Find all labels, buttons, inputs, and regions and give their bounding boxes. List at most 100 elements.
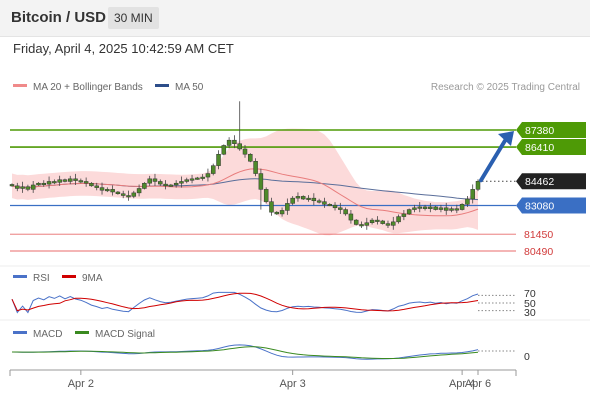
candle-body	[353, 219, 359, 225]
candle-body	[327, 204, 332, 207]
candle-body	[290, 197, 295, 204]
candle-body	[253, 161, 258, 174]
candle-body	[78, 180, 84, 183]
macd-signal-legend-label: MACD Signal	[95, 329, 155, 340]
pivot-tag-83080: 83080	[516, 197, 586, 214]
candle-body	[343, 209, 348, 215]
candle-body	[391, 221, 396, 226]
macd-legend-swatch	[13, 331, 27, 334]
x-tick-label-2: Apr 4	[449, 378, 475, 390]
research-credit: Research © 2025 Trading Central	[431, 82, 580, 93]
candle-body	[152, 178, 158, 182]
x-tick-label-3: Apr 6	[465, 378, 491, 390]
candle-body	[332, 204, 338, 209]
candles	[9, 101, 481, 230]
rsi-legend-label: RSI	[33, 273, 50, 284]
candle-body	[301, 196, 306, 200]
candle-body	[364, 222, 370, 226]
candle-body	[200, 176, 205, 179]
candle-body	[184, 179, 189, 182]
candle-body	[9, 184, 15, 187]
candle-body	[126, 195, 131, 198]
candle-body	[237, 143, 242, 150]
candle-body	[401, 213, 407, 217]
candle-body	[322, 201, 327, 205]
candle-body	[221, 145, 227, 155]
candle-body	[68, 178, 73, 182]
candle-body	[443, 207, 449, 211]
candle-body	[279, 210, 285, 215]
candle-body	[338, 207, 343, 210]
candle-body	[306, 197, 311, 200]
rsi-tick-50: 50	[524, 298, 536, 310]
x-tick-label-1: Apr 3	[280, 378, 306, 390]
rsi-line	[11, 291, 479, 314]
rsi-tick-30: 30	[524, 307, 536, 319]
ma50-legend-label: MA 50	[175, 82, 204, 93]
candle-body	[369, 219, 375, 223]
candle-body	[311, 197, 317, 202]
candle-body	[131, 192, 137, 197]
candle-body	[380, 220, 385, 224]
candle-body	[189, 178, 195, 181]
candle-body	[216, 153, 221, 166]
candle-body	[316, 200, 322, 203]
candle-body	[433, 206, 438, 210]
resistance-tag-shape	[516, 122, 586, 138]
bollinger-band-fill	[12, 128, 478, 236]
rsi-ma-line	[11, 292, 479, 312]
candle-body	[295, 196, 301, 199]
candle-body	[285, 203, 290, 211]
candle-body	[385, 223, 391, 226]
candle-body	[375, 219, 380, 222]
rsi-tick-70: 70	[524, 288, 536, 300]
candle-body	[348, 213, 354, 221]
candle-body	[459, 204, 465, 210]
candle-body	[263, 189, 269, 202]
candle-body	[274, 211, 280, 215]
pivot-tag-shape	[516, 197, 586, 214]
candle-body	[120, 193, 126, 196]
resistance-label-87380: 87380	[525, 125, 554, 137]
candle-body	[470, 189, 475, 200]
x-tick-label-0: Apr 2	[68, 378, 94, 390]
macd-signal-legend-swatch	[75, 331, 89, 334]
candle-body	[359, 224, 364, 227]
candle-body	[406, 209, 412, 215]
ma20-legend-label: MA 20 + Bollinger Bands	[33, 82, 143, 93]
timeframe-badge[interactable]: 30 MIN	[108, 7, 159, 29]
candle-body	[417, 206, 422, 209]
candle-body	[163, 183, 168, 187]
candle-body	[57, 179, 62, 183]
candle-body	[179, 181, 184, 184]
candle-body	[41, 182, 47, 185]
candle-body	[195, 177, 200, 180]
candle-body	[248, 153, 253, 162]
ma20-legend-swatch	[13, 84, 27, 87]
candle-body	[232, 139, 237, 144]
candle-body	[454, 208, 460, 211]
candle-body	[205, 173, 211, 178]
candle-body	[210, 165, 216, 174]
chart-header: Bitcoin / USD 30 MIN	[0, 0, 590, 37]
candle-body	[269, 201, 274, 213]
candle-body	[465, 198, 470, 205]
candle-body	[449, 208, 454, 211]
candle-body	[173, 182, 179, 186]
projection-arrow-head	[498, 131, 514, 146]
current-label-84462: 84462	[525, 176, 554, 188]
candle-body	[396, 216, 401, 223]
support-label-80490: 80490	[524, 246, 553, 258]
candle-body	[412, 207, 417, 210]
support-label-81450: 81450	[524, 229, 553, 241]
macd-signal-line	[12, 346, 479, 359]
candle-body	[15, 185, 20, 189]
macd-tick-zero: 0	[524, 351, 530, 363]
candle-body	[142, 182, 147, 189]
candle-body	[422, 206, 428, 209]
candle-body	[46, 181, 52, 185]
candle-body	[475, 180, 481, 190]
candle-body	[73, 178, 78, 181]
candle-body	[136, 188, 142, 194]
